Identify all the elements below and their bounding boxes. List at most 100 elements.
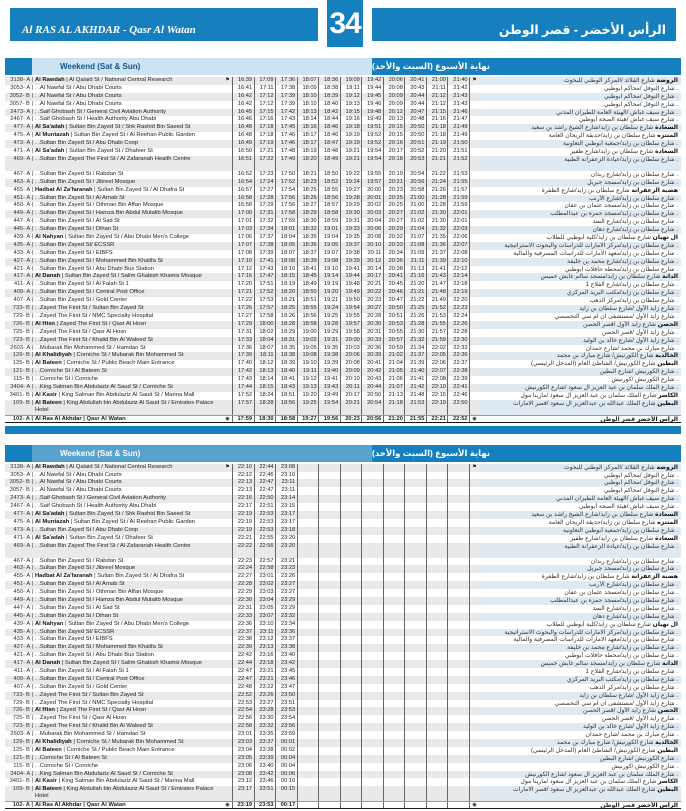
time-cell: [382, 770, 405, 779]
time-cell: 17:16: [232, 273, 254, 282]
time-cell: 17:42: [232, 368, 254, 377]
departure-times: 22:19 22:53 23:17: [232, 518, 470, 527]
marker-spacer: [470, 124, 479, 133]
stop-row: 121- B | . .Corniche St / Al Bateen St 17…: [5, 368, 681, 377]
time-cell: 22:24: [232, 565, 254, 574]
stop-id: 449- A |: [5, 210, 35, 219]
time-cell: 23:17: [275, 518, 297, 527]
stop-row: 421- A | . .Sultan Bin Zayed St / Abu Dh…: [5, 652, 681, 661]
time-cell: 19:31: [318, 336, 340, 345]
time-cell: [447, 731, 469, 740]
stop-name: . .Sultan Bin Zayed St / Abu Dhabi Coop: [35, 526, 223, 535]
time-cell: 18:13: [253, 368, 276, 377]
time-cell: [318, 463, 340, 472]
time-cell: 22:19: [232, 518, 254, 527]
time-cell: 20:10: [361, 241, 383, 250]
time-cell: [382, 604, 405, 613]
stop-id: 407- A |: [13, 683, 33, 690]
time-cell: 17:57: [232, 399, 254, 415]
time-cell: [447, 770, 470, 779]
marker-spacer: [470, 85, 479, 93]
time-cell: 19:35: [339, 234, 362, 242]
stop-name: . .Zayed The First St / NMC Specialty Ho…: [35, 312, 154, 319]
departure-times: 17:12 17:43 18:10 18:41 19:10 19:41 20:14 20:38…: [232, 265, 470, 274]
time-cell: 18:30: [296, 218, 319, 227]
stop-name-arabic: هضبة الزعفرانة شارع سلطان بن زايد/شارع ا…: [541, 186, 678, 194]
stop-area-name-arabic: الروضة: [656, 77, 678, 84]
time-cell: 21:37: [404, 352, 426, 361]
time-cell: [382, 479, 405, 488]
time-cell: 23:11: [275, 479, 297, 488]
time-cell: 23:12: [253, 636, 276, 645]
stop-row: 445- A | . .Sultan Bin Zayed St / Dihan …: [5, 612, 681, 621]
stop-name-arabic: . شارع زايد الأول /شارع خالد بن الوليد: [479, 336, 681, 345]
stop-area-name-arabic: البطين: [657, 786, 678, 794]
time-cell: [382, 652, 405, 661]
time-cell: 22:52: [232, 691, 254, 700]
time-cell: [447, 746, 469, 755]
time-cell: [361, 596, 383, 605]
time-cell: [425, 542, 448, 558]
time-cell: 23:08: [232, 770, 254, 779]
time-cell: 22:39: [447, 376, 469, 384]
time-cell: 23:59: [275, 731, 297, 740]
stop-name-arabic: . شارع سلطان بن زايد/مسجد عثمان بن عفان: [564, 589, 678, 597]
marker-spacer: [223, 700, 232, 708]
marker-spacer: [223, 684, 232, 692]
stop-name: Al Muntazah | Sultan Bin Zayed St / Al R…: [35, 518, 196, 525]
time-cell: 19:02: [296, 336, 319, 345]
time-cell: [339, 487, 362, 496]
time-cell: [404, 802, 426, 809]
marker-spacer: [223, 495, 232, 504]
time-cell: 21:02: [404, 210, 426, 219]
stop-id: 435- A |: [5, 628, 35, 637]
time-cell: 22:46: [447, 391, 469, 400]
stop-row: 417- A | Al Danah | Sultan Bin Zayed St …: [5, 273, 681, 282]
time-cell: 18:40: [318, 100, 340, 109]
stop-id: 411- A |: [13, 281, 33, 288]
time-cell: 18:29: [275, 328, 297, 337]
stop-name-arabic: . شارع النوفل /محاكم ابوظبي: [479, 479, 681, 488]
time-cell: 20:16: [382, 140, 405, 149]
stop-name-arabic: الخالدية شارع الكورنيش/ شارع مبارك بن مح…: [479, 739, 681, 747]
time-cell: [318, 699, 340, 708]
time-cell: [382, 526, 405, 535]
time-cell: 20:56: [361, 415, 383, 422]
stop-id: 417- A |: [5, 660, 35, 668]
stop-name-arabic: الدانة شارع سلطان بن زايد/مسجد سالم غابش…: [479, 660, 681, 668]
time-cell: 20:00: [339, 336, 362, 345]
time-cell: 21:15: [425, 108, 448, 117]
time-cell: [382, 471, 405, 480]
time-cell: 22:52: [447, 415, 469, 422]
time-cell: 20:23: [361, 297, 383, 306]
marker-spacer: [223, 281, 232, 289]
time-cell: [425, 471, 448, 480]
time-cell: 17:21: [253, 148, 276, 156]
stop-area-name: Al Kasir: [35, 391, 57, 398]
time-cell: 20:28: [361, 312, 383, 321]
time-cell: [382, 644, 405, 653]
time-cell: 17:56: [275, 194, 297, 203]
time-cell: [382, 542, 405, 558]
time-cell: 19:41: [339, 265, 362, 274]
marker-spacer: [223, 234, 232, 242]
time-cell: 23:47: [275, 683, 297, 692]
time-cell: 19:51: [361, 124, 383, 133]
time-cell: 20:30: [361, 320, 383, 329]
time-cell: 20:17: [361, 273, 383, 282]
time-cell: [425, 715, 448, 724]
marker-spacer: [470, 652, 479, 660]
time-cell: 16:45: [232, 108, 254, 117]
stop-id: 723- B |: [5, 336, 35, 345]
time-cell: 22:03: [447, 226, 470, 235]
time-cell: 16:58: [232, 194, 254, 203]
time-cell: [318, 479, 340, 488]
time-cell: [404, 668, 426, 676]
time-cell: [296, 534, 319, 543]
stop-area-name: Al Khalidiyah: [35, 352, 72, 359]
time-cell: 18:56: [296, 312, 319, 321]
stop-row: 439- A | Al Nahyan | Sultan Bin Zayed St…: [5, 620, 681, 629]
time-cell: [339, 479, 362, 488]
stop-name-arabic: . شارع سلطان بن زايد/معهد الامارات للدرا…: [513, 249, 678, 257]
marker-spacer: [223, 612, 232, 621]
